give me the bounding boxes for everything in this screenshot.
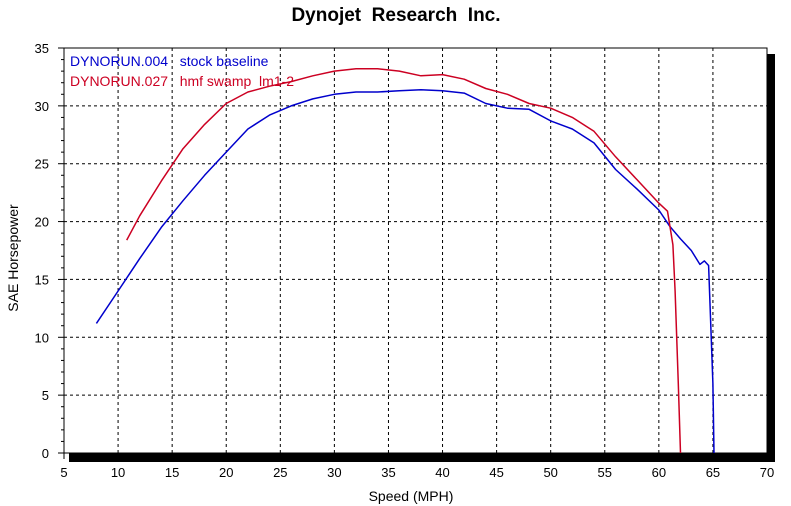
x-axis-label: Speed (MPH)	[369, 488, 454, 504]
plot-area	[63, 47, 768, 454]
x-tick-label: 5	[60, 465, 67, 480]
x-tick-label: 60	[652, 465, 666, 480]
x-tick-label: 10	[111, 465, 125, 480]
series-line-2	[126, 68, 682, 454]
x-tick-label: 40	[435, 465, 449, 480]
x-tick-label: 35	[381, 465, 395, 480]
y-tick-label: 0	[42, 446, 49, 461]
y-tick-label: 30	[35, 99, 49, 114]
y-tick-label: 15	[35, 272, 49, 287]
series-line-1	[95, 88, 715, 454]
x-tick-label: 50	[543, 465, 557, 480]
x-tick-label: 45	[489, 465, 503, 480]
chart-title: Dynojet Research Inc.	[291, 5, 500, 26]
series-lines	[95, 68, 715, 454]
x-tick-label: 30	[327, 465, 341, 480]
grid	[64, 48, 767, 453]
legend-entry-series-1: DYNORUN.004 stock baseline	[70, 53, 269, 69]
y-tick-label: 20	[35, 215, 49, 230]
x-tick-label: 70	[760, 465, 774, 480]
y-tick-label: 35	[35, 41, 49, 56]
x-tick-label: 65	[706, 465, 720, 480]
x-tick-label: 15	[165, 465, 179, 480]
legend: DYNORUN.004 stock baseline DYNORUN.027 h…	[70, 53, 294, 89]
x-tick-label: 55	[598, 465, 612, 480]
axis-ticks: 5 10 15 20 25 30 35 40 45 50 55 60 65 700510152025303…	[35, 41, 775, 480]
x-tick-label: 20	[219, 465, 233, 480]
x-tick-label: 25	[273, 465, 287, 480]
y-tick-label: 10	[35, 330, 49, 345]
legend-entry-series-2: DYNORUN.027 hmf swamp lm1-2	[70, 73, 294, 89]
y-tick-label: 25	[35, 157, 49, 172]
y-axis-label: SAE Horsepower	[5, 204, 21, 312]
y-tick-label: 5	[42, 388, 49, 403]
